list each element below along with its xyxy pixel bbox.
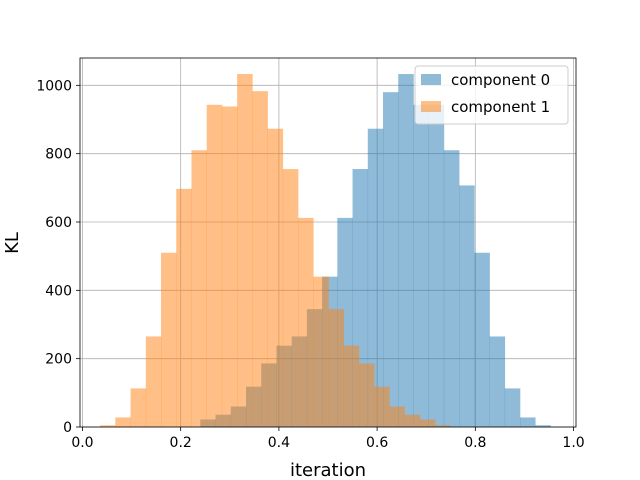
y-axis-label: KL: [2, 232, 23, 254]
histogram-bar: [130, 388, 147, 427]
histogram-bar: [435, 425, 451, 427]
histogram-bar: [520, 417, 536, 427]
axes: 0.0 0.2 0.4 0.6 0.8 1.0 0 200 400 600 800 1000: [36, 57, 585, 451]
histogram-bar: [237, 74, 253, 427]
x-tick-label: 0.6: [366, 435, 388, 451]
y-tick-label: 800: [45, 147, 72, 163]
histogram-bar: [419, 419, 436, 427]
histogram-bar: [313, 276, 329, 427]
histogram-bar: [383, 92, 399, 428]
histogram-bar: [328, 309, 345, 427]
histogram-bar: [389, 406, 405, 427]
plot-frame: [79, 57, 577, 428]
histogram-bar: [206, 104, 223, 427]
histogram-bar: [404, 414, 421, 427]
histogram-bar: [504, 388, 521, 427]
histogram-bar: [115, 417, 131, 427]
histogram-bar: [367, 128, 384, 427]
histogram-bar: [489, 336, 506, 427]
x-tick-label: 0.0: [71, 435, 93, 451]
y-tick-label: 1000: [36, 78, 72, 94]
x-tick-label: 1.0: [562, 435, 584, 451]
histogram-bar: [282, 169, 299, 427]
x-tick-label: 0.8: [464, 435, 486, 451]
histogram-bar: [343, 345, 360, 427]
histogram-bar: [191, 150, 208, 427]
legend: component 0 component 1: [414, 65, 569, 125]
histogram-bar: [413, 104, 429, 427]
histogram-bar: [176, 188, 192, 427]
histogram-bar: [459, 185, 475, 427]
series-1-bars: [100, 74, 451, 428]
histogram-bar: [267, 128, 284, 427]
histogram-bar: [252, 91, 268, 428]
legend-swatch: [421, 101, 441, 112]
legend-swatch: [421, 74, 441, 85]
histogram-bar: [443, 150, 460, 427]
histogram-bar: [374, 386, 390, 427]
y-tick-label: 600: [45, 215, 72, 231]
x-axis-label: iteration: [290, 460, 366, 480]
histogram-bar: [474, 252, 490, 427]
legend-box: [414, 65, 569, 125]
legend-label: component 1: [451, 98, 550, 116]
histogram-bar: [100, 425, 116, 427]
histogram-bar: [398, 74, 414, 427]
histogram-bars: [100, 74, 551, 428]
histogram-bar: [358, 363, 375, 427]
y-tick-label: 200: [45, 352, 72, 368]
y-tick-label: 0: [63, 420, 72, 436]
histogram-bar: [428, 104, 445, 427]
histogram-bar: [145, 336, 162, 427]
legend-label: component 0: [451, 71, 550, 89]
histogram-bar: [298, 217, 314, 427]
histogram-bar: [221, 106, 238, 428]
x-tick-label: 0.2: [170, 435, 192, 451]
histogram-bar: [161, 252, 177, 427]
y-tick-label: 400: [45, 283, 72, 299]
histogram-bar: [535, 425, 551, 427]
x-tick-label: 0.4: [268, 435, 290, 451]
